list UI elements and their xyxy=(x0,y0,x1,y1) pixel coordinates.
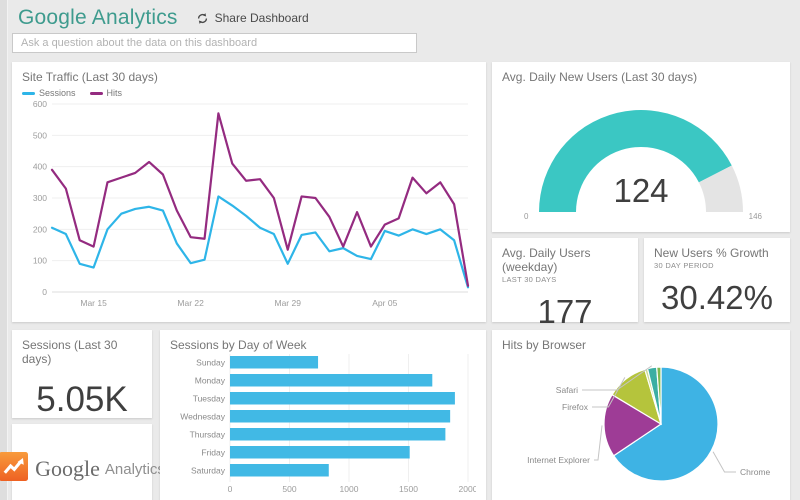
avg-daily-users-title: Avg. Daily Users (weekday) xyxy=(502,246,591,274)
page-title: Google Analytics xyxy=(18,6,178,29)
svg-text:Chrome: Chrome xyxy=(740,467,771,477)
hits-legend-label: Hits xyxy=(106,88,123,98)
dashboard-header: Google Analytics Share Dashboard xyxy=(12,4,309,32)
site-traffic-legend: Sessions Hits xyxy=(22,88,476,98)
svg-text:Safari: Safari xyxy=(556,385,578,395)
refresh-circle-icon xyxy=(196,12,209,25)
tile-new-users-growth[interactable]: New Users % Growth 30 DAY PERIOD 30.42% xyxy=(644,238,790,322)
site-traffic-title: Site Traffic (Last 30 days) xyxy=(22,70,158,84)
avg-daily-users-subtitle: LAST 30 DAYS xyxy=(502,275,557,284)
svg-text:0: 0 xyxy=(228,484,233,494)
gauge-min-label: 0 xyxy=(524,212,529,221)
sessions-by-day-title: Sessions by Day of Week xyxy=(170,338,307,352)
tile-hits-by-browser[interactable]: Hits by Browser Chrome Internet Explorer F… xyxy=(492,330,790,500)
new-users-growth-subtitle: 30 DAY PERIOD xyxy=(654,261,714,270)
sessions-total-value: 5.05K xyxy=(36,380,128,419)
svg-text:Tuesday: Tuesday xyxy=(193,393,226,403)
hits-by-browser-title: Hits by Browser xyxy=(502,338,587,352)
gauge-max-label: 146 xyxy=(748,212,762,221)
tile-sessions-by-day[interactable]: Sessions by Day of Week 0 500 1000 1500 2000… xyxy=(160,330,486,500)
svg-text:Firefox: Firefox xyxy=(562,402,589,412)
svg-text:500: 500 xyxy=(33,130,47,140)
logo-text-google: Google xyxy=(35,456,100,481)
gauge-value: 124 xyxy=(613,172,669,209)
svg-text:Monday: Monday xyxy=(195,375,226,385)
new-users-gauge-arc xyxy=(539,109,743,212)
svg-text:Wednesday: Wednesday xyxy=(180,411,225,421)
svg-text:200: 200 xyxy=(33,224,47,234)
tile-sessions-total[interactable]: Sessions (Last 30 days) 5.05K xyxy=(12,330,152,419)
svg-text:1500: 1500 xyxy=(399,484,418,494)
sessions-by-day-bar-chart: 0 500 1000 1500 2000 Sunday Monday Tuesday Wedne… xyxy=(180,354,478,494)
logo-text-analytics: Analytics xyxy=(104,460,165,478)
share-dashboard-label: Share Dashboard xyxy=(214,11,309,25)
svg-text:600: 600 xyxy=(33,99,47,109)
sessions-legend-swatch xyxy=(22,91,35,95)
svg-text:500: 500 xyxy=(282,484,296,494)
svg-text:Internet Explorer: Internet Explorer xyxy=(527,455,590,465)
qna-search-input[interactable] xyxy=(12,33,417,53)
svg-text:400: 400 xyxy=(33,162,47,172)
svg-text:Saturday: Saturday xyxy=(191,465,226,475)
sessions-total-title: Sessions (Last 30 days) xyxy=(22,338,118,366)
svg-text:Friday: Friday xyxy=(201,447,225,457)
new-users-growth-title: New Users % Growth xyxy=(654,246,769,260)
svg-text:Mar 22: Mar 22 xyxy=(177,298,204,308)
svg-text:2000: 2000 xyxy=(459,484,476,494)
hits-legend-swatch xyxy=(89,91,103,95)
google-analytics-logo-icon xyxy=(0,452,29,486)
new-users-growth-value: 30.42% xyxy=(661,279,773,316)
svg-text:0: 0 xyxy=(42,287,47,297)
collapsed-nav-strip xyxy=(0,0,8,500)
tile-google-analytics-logo[interactable]: Google Analytics xyxy=(0,424,165,500)
site-traffic-line-chart: 0 100 200 300 400 500 600 Mar 15 Mar 22 Mar 29 Apr… xyxy=(33,99,470,308)
tile-avg-daily-new-users[interactable]: Avg. Daily New Users (Last 30 days) 124 … xyxy=(492,62,790,232)
svg-text:Mar 29: Mar 29 xyxy=(274,298,301,308)
svg-text:Sunday: Sunday xyxy=(196,357,226,367)
tile-site-traffic[interactable]: Site Traffic (Last 30 days) Sessions Hit… xyxy=(12,62,486,322)
svg-text:Mar 15: Mar 15 xyxy=(80,298,107,308)
svg-text:300: 300 xyxy=(33,193,47,203)
hits-by-browser-pie-chart: Chrome Internet Explorer Firefox Safari xyxy=(527,365,771,482)
share-dashboard-button[interactable]: Share Dashboard xyxy=(196,11,309,25)
svg-text:100: 100 xyxy=(33,256,47,266)
sessions-legend-label: Sessions xyxy=(39,88,76,98)
svg-text:1000: 1000 xyxy=(340,484,359,494)
avg-daily-users-value: 177 xyxy=(537,293,593,330)
svg-text:Apr 05: Apr 05 xyxy=(372,298,397,308)
svg-text:Thursday: Thursday xyxy=(190,429,226,439)
tile-avg-daily-users[interactable]: Avg. Daily Users (weekday) LAST 30 DAYS … xyxy=(492,238,638,330)
gauge-title: Avg. Daily New Users (Last 30 days) xyxy=(502,70,698,84)
